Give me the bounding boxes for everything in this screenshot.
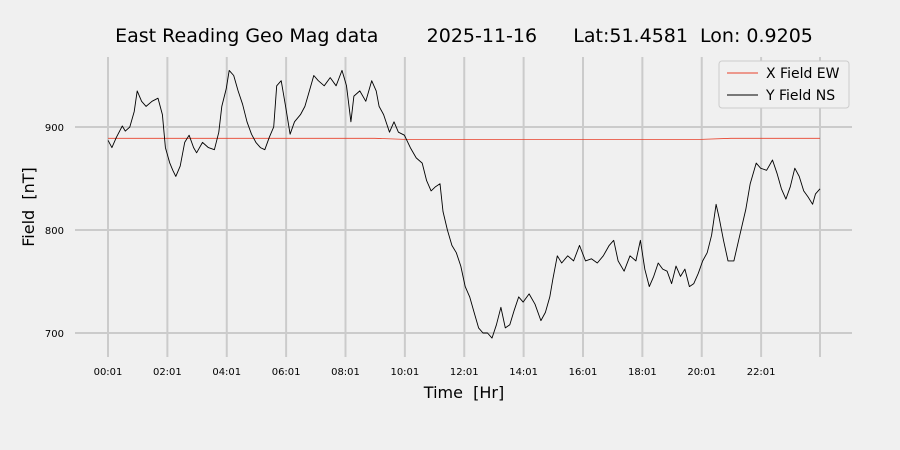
y-axis-label: Field [nT]: [19, 167, 38, 247]
x-tick-label: 18:01: [628, 367, 657, 378]
legend-label-y-field: Y Field NS: [765, 88, 835, 104]
x-tick-label: 06:01: [272, 367, 301, 378]
x-tick-label: 08:01: [331, 367, 360, 378]
grid: [75, 57, 852, 357]
x-tick-label: 20:01: [687, 367, 716, 378]
series-layer: [107, 69, 821, 339]
legend: X Field EW Y Field NS: [718, 60, 850, 109]
x-tick-label: 12:01: [450, 367, 479, 378]
legend-label-x-field: X Field EW: [766, 66, 840, 82]
series-line-x-field-ew: [108, 137, 820, 140]
y-tick-label: 900: [45, 123, 64, 134]
tick-labels: 00:01 02:01 04:01 06:01 08:01 10:01 12:01 14:01…: [45, 123, 776, 378]
x-tick-label: 00:01: [94, 367, 123, 378]
x-tick-label: 02:01: [153, 367, 182, 378]
x-tick-label: 22:01: [747, 367, 776, 378]
x-tick-label: 14:01: [509, 367, 538, 378]
x-tick-label: 16:01: [569, 367, 598, 378]
chart-title: East Reading Geo Mag data 2025-11-16 Lat…: [115, 25, 813, 47]
x-tick-label: 04:01: [212, 367, 241, 378]
y-tick-label: 800: [45, 226, 64, 237]
x-tick-label: 10:01: [390, 367, 419, 378]
series-line-y-field-ns: [107, 69, 821, 339]
x-axis-label: Time [Hr]: [423, 383, 504, 402]
y-tick-label: 700: [45, 329, 64, 340]
